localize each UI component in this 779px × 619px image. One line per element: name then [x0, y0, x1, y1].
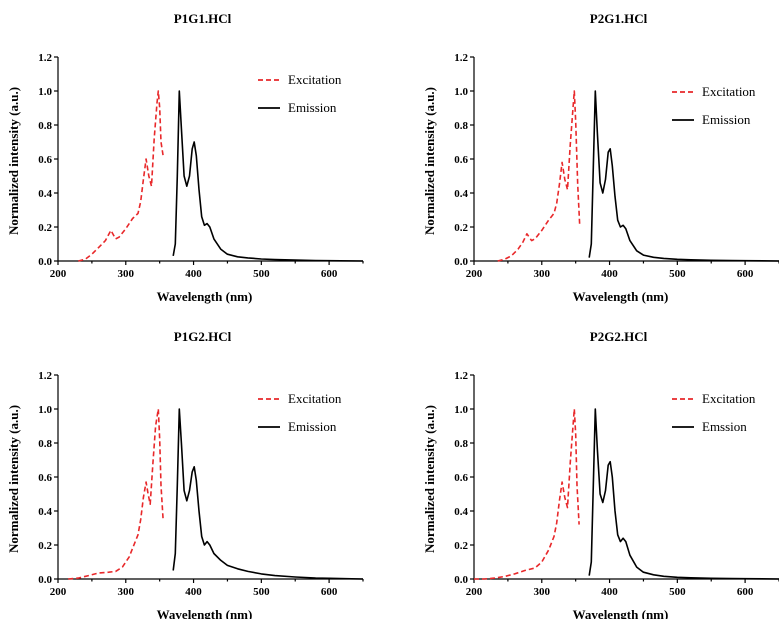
y-tick-label: 1.0 [38, 86, 52, 98]
x-axis-title: Wavelength (nm) [573, 607, 669, 619]
series-line-excitation [78, 90, 164, 262]
y-tick-label: 1.0 [38, 404, 52, 416]
legend-label: Emission [702, 112, 751, 127]
chart-legend: Excitation Emission [672, 84, 756, 127]
x-axis-title: Wavelength (nm) [157, 289, 253, 304]
x-tick-label: 300 [118, 586, 135, 598]
y-tick-label: 1.2 [38, 370, 52, 382]
chart-panel-2: P2G1.HCl 0.0 0.2 0.4 0.6 0.8 1.0 1.2 200 300 400 50… [422, 11, 779, 304]
x-tick-label: 400 [185, 586, 202, 598]
x-tick-label: 300 [534, 586, 551, 598]
x-tick-label: 500 [253, 268, 270, 280]
legend-label: Emssion [702, 419, 747, 434]
series-line-emission [172, 90, 364, 262]
y-tick-label: 1.2 [454, 370, 468, 382]
y-tick-label: 0.4 [38, 506, 52, 518]
chart-title: P1G1.HCl [174, 11, 232, 26]
x-tick-label: 200 [50, 268, 67, 280]
legend-label: Emission [288, 419, 337, 434]
x-tick-label: 600 [737, 586, 754, 598]
x-tick-label: 300 [118, 268, 135, 280]
y-tick-label: 0.8 [454, 120, 468, 132]
y-tick-label: 0.8 [454, 438, 468, 450]
series-line-emssion [588, 408, 779, 580]
x-tick-label: 200 [466, 268, 483, 280]
y-axis-title: Normalized intensity (a.u.) [6, 405, 21, 553]
y-tick-label: 0.0 [38, 574, 52, 586]
x-tick-label: 200 [50, 586, 67, 598]
y-tick-label: 0.4 [454, 188, 468, 200]
y-tick-label: 1.2 [38, 52, 52, 64]
y-tick-label: 0.2 [454, 540, 468, 552]
y-tick-label: 1.0 [454, 86, 468, 98]
y-tick-label: 0.2 [454, 222, 468, 234]
x-tick-label: 500 [253, 586, 270, 598]
y-tick-label: 0.0 [454, 256, 468, 268]
legend-label: Excitation [702, 84, 756, 99]
legend-label: Emission [288, 100, 337, 115]
x-axis-title: Wavelength (nm) [157, 607, 253, 619]
x-axis-title: Wavelength (nm) [573, 289, 669, 304]
y-tick-label: 0.6 [454, 154, 468, 166]
series-line-excitation [474, 408, 580, 580]
y-tick-label: 0.8 [38, 438, 52, 450]
legend-label: Excitation [288, 391, 342, 406]
y-tick-label: 0.0 [38, 256, 52, 268]
series-line-excitation [68, 408, 164, 580]
series-line-excitation [497, 90, 581, 262]
x-tick-label: 500 [669, 268, 686, 280]
y-tick-label: 0.4 [38, 188, 52, 200]
chart-panel-1: P1G1.HCl 0.0 0.2 0.4 0.6 0.8 1.0 1.2 200 300 400 50… [6, 11, 364, 304]
x-tick-label: 400 [185, 268, 202, 280]
x-tick-label: 600 [737, 268, 754, 280]
y-tick-label: 0.0 [454, 574, 468, 586]
legend-label: Excitation [288, 72, 342, 87]
chart-title: P2G2.HCl [590, 329, 648, 344]
chart-panel-4: P2G2.HCl 0.0 0.2 0.4 0.6 0.8 1.0 1.2 200 300 400 50… [422, 329, 779, 619]
legend-label: Excitation [702, 391, 756, 406]
x-tick-label: 200 [466, 586, 483, 598]
y-tick-label: 0.6 [38, 154, 52, 166]
chart-legend: Excitation Emssion [672, 391, 756, 434]
chart-legend: Excitation Emission [258, 72, 342, 115]
x-tick-label: 600 [321, 268, 338, 280]
x-tick-label: 600 [321, 586, 338, 598]
y-tick-label: 0.2 [38, 540, 52, 552]
y-tick-label: 0.8 [38, 120, 52, 132]
y-tick-label: 0.6 [38, 472, 52, 484]
y-axis-title: Normalized intensity (a.u.) [422, 87, 437, 235]
x-tick-label: 300 [534, 268, 551, 280]
y-tick-label: 0.2 [38, 222, 52, 234]
x-tick-label: 500 [669, 586, 686, 598]
x-tick-label: 400 [601, 268, 618, 280]
y-tick-label: 0.6 [454, 472, 468, 484]
chart-title: P2G1.HCl [590, 11, 648, 26]
chart-legend: Excitation Emission [258, 391, 342, 434]
y-tick-label: 1.0 [454, 404, 468, 416]
series-line-emission [172, 408, 364, 580]
x-tick-label: 400 [601, 586, 618, 598]
chart-panel-3: P1G2.HCl 0.0 0.2 0.4 0.6 0.8 1.0 1.2 200 300 400 50… [6, 329, 364, 619]
y-tick-label: 0.4 [454, 506, 468, 518]
series-line-emission [588, 90, 779, 262]
y-axis-title: Normalized intensity (a.u.) [6, 87, 21, 235]
y-axis-title: Normalized intensity (a.u.) [422, 405, 437, 553]
y-tick-label: 1.2 [454, 52, 468, 64]
chart-title: P1G2.HCl [174, 329, 232, 344]
